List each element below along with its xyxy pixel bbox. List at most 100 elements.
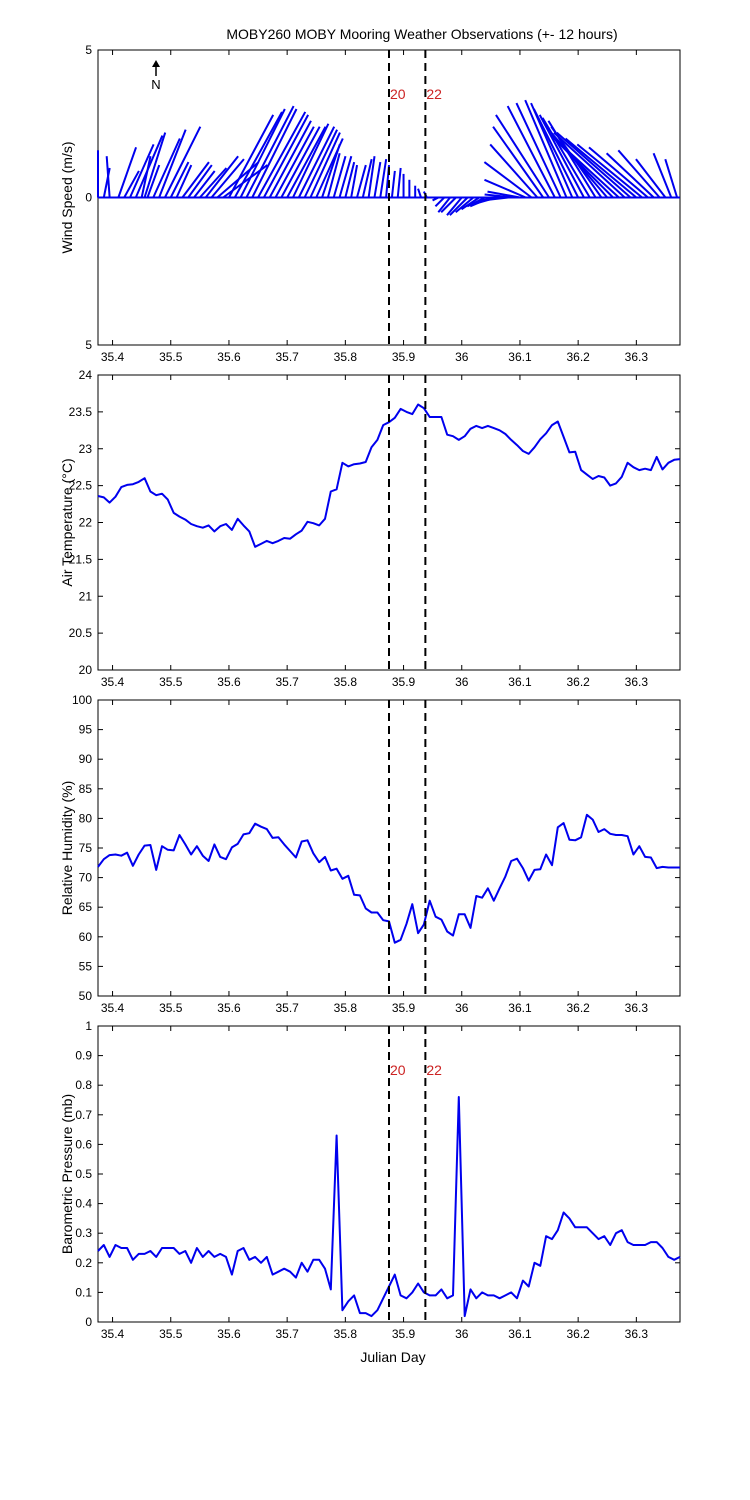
wind-stick xyxy=(484,193,515,199)
y-tick-label: 0.7 xyxy=(75,1108,92,1122)
y-axis-label: Relative Humidity (%) xyxy=(59,781,75,916)
data-line xyxy=(97,403,681,548)
wind-stick xyxy=(268,120,312,198)
wind-stick xyxy=(239,108,286,198)
wind-stick xyxy=(117,147,138,198)
time-marker-label: 20 xyxy=(390,86,406,102)
wind-stick xyxy=(143,132,167,198)
wind-stick xyxy=(437,196,451,213)
wind-stick xyxy=(466,196,486,208)
x-tick-label: 35.6 xyxy=(217,675,241,689)
x-tick-label: 35.6 xyxy=(217,350,241,364)
north-label: N xyxy=(151,77,160,92)
x-tick-label: 35.8 xyxy=(334,1001,358,1015)
y-axis-label: Wind Speed (m/s) xyxy=(59,141,75,253)
wind-stick xyxy=(356,164,367,198)
y-tick-label: 5 xyxy=(85,43,92,57)
x-tick-label: 35.7 xyxy=(275,675,299,689)
wind-stick xyxy=(434,196,445,208)
north-arrow-head xyxy=(152,60,160,67)
x-tick-label: 35.5 xyxy=(159,675,183,689)
wind-stick xyxy=(635,158,667,199)
y-axis-label: Barometric Pressure (mb) xyxy=(59,1094,75,1254)
x-tick-label: 35.7 xyxy=(275,1001,299,1015)
wind-stick xyxy=(158,129,187,198)
wind-stick xyxy=(187,164,213,199)
wind-stick xyxy=(379,158,388,198)
wind-stick xyxy=(550,134,620,199)
wind-stick xyxy=(515,102,562,198)
figure-title: MOBY260 MOBY Mooring Weather Observation… xyxy=(226,26,617,42)
time-marker-label: 20 xyxy=(390,1062,406,1078)
wind-stick xyxy=(481,196,509,202)
x-tick-label: 35.9 xyxy=(392,1001,416,1015)
wind-stick xyxy=(367,156,376,198)
wind-stick xyxy=(251,108,298,198)
wind-stick xyxy=(169,161,190,198)
x-tick-label: 36 xyxy=(455,350,469,364)
x-tick-label: 35.5 xyxy=(159,1001,183,1015)
panel-3: 50 55 60 65 70 75 80 85 90 95 100 35.4 35.5 35.6 35.7 3… xyxy=(59,693,681,1015)
x-tick-label: 36.3 xyxy=(625,1327,649,1341)
wind-stick xyxy=(538,114,585,198)
wind-stick xyxy=(129,143,155,198)
panel-1: 5 0 5 35.4 35.5 35.6 35.7 35.8 35.9 36 36.1 36.2 36.… xyxy=(59,43,681,364)
y-tick-label: 5 xyxy=(85,338,92,352)
wind-stick xyxy=(164,126,202,198)
y-tick-label: 0.2 xyxy=(75,1256,92,1270)
wind-stick xyxy=(440,196,457,213)
wind-stick xyxy=(350,164,359,198)
wind-stick xyxy=(533,108,580,198)
y-tick-label: 100 xyxy=(72,693,92,707)
wind-stick xyxy=(204,155,239,199)
x-tick-label: 36.3 xyxy=(625,675,649,689)
x-tick-label: 36.1 xyxy=(508,1001,532,1015)
y-tick-label: 95 xyxy=(79,723,93,737)
wind-stick xyxy=(292,123,330,198)
wind-stick xyxy=(280,126,321,198)
wind-stick xyxy=(446,196,463,216)
x-tick-label: 36 xyxy=(455,675,469,689)
wind-stick xyxy=(556,131,632,199)
x-tick-label: 35.4 xyxy=(101,1001,125,1015)
y-tick-label: 21.5 xyxy=(69,552,93,566)
wind-stick xyxy=(588,146,649,199)
wind-stick xyxy=(455,196,475,214)
y-tick-label: 21 xyxy=(79,589,93,603)
x-tick-label: 36 xyxy=(455,1001,469,1015)
y-tick-label: 23 xyxy=(79,442,93,456)
y-axis-label: Air Temperature (°C) xyxy=(59,458,75,586)
wind-stick xyxy=(105,156,111,198)
y-tick-label: 0.5 xyxy=(75,1167,92,1181)
wind-stick xyxy=(210,158,245,199)
wind-stick xyxy=(506,105,556,198)
x-tick-label: 35.9 xyxy=(392,1327,416,1341)
wind-stick xyxy=(361,158,373,198)
wind-stick xyxy=(146,164,161,198)
wind-stick xyxy=(652,152,673,198)
wind-stick xyxy=(245,105,295,198)
y-tick-label: 55 xyxy=(79,959,93,973)
y-tick-label: 0.8 xyxy=(75,1078,92,1092)
wind-stick xyxy=(417,188,422,198)
time-marker-label: 22 xyxy=(426,86,442,102)
y-tick-label: 0 xyxy=(85,1315,92,1329)
x-tick-label: 35.5 xyxy=(159,1327,183,1341)
wind-stick xyxy=(181,161,210,199)
y-tick-label: 22.5 xyxy=(69,479,93,493)
y-tick-label: 80 xyxy=(79,811,93,825)
wind-stick xyxy=(524,99,568,198)
wind-stick xyxy=(274,126,315,198)
wind-stick xyxy=(309,132,341,198)
y-tick-label: 0.3 xyxy=(75,1226,92,1240)
x-tick-label: 36.1 xyxy=(508,1327,532,1341)
wind-stick xyxy=(193,170,216,199)
wind-stick xyxy=(175,164,193,198)
wind-stick xyxy=(199,167,228,199)
wind-stick xyxy=(297,126,336,198)
wind-stick xyxy=(495,114,550,199)
x-tick-label: 35.8 xyxy=(334,350,358,364)
wind-stick xyxy=(344,161,356,198)
